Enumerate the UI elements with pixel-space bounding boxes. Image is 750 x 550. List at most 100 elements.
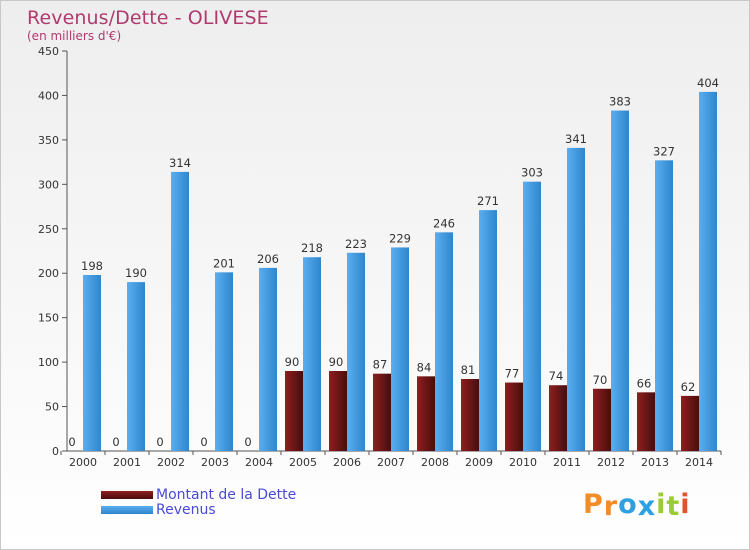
x-tick-label: 2013 [641,456,669,469]
logo-letter: o [618,489,638,520]
bar-label-dette: 74 [549,369,564,383]
bar-label-revenus: 303 [521,166,543,180]
bar-dette [329,371,347,451]
bar-label-revenus: 271 [477,194,499,208]
x-tick-label: 2004 [245,456,273,469]
bar-revenus [435,232,453,451]
bar-revenus [127,282,145,451]
bar-dette [593,388,611,451]
bar-label-dette: 87 [373,358,388,372]
x-tick-label: 2005 [289,456,317,469]
bar-label-dette: 0 [156,435,163,449]
legend-label-dette: Montant de la Dette [156,486,297,503]
legend: Montant de la Dette Revenus [101,486,297,518]
bar-dette [373,373,391,451]
x-tick-label: 2001 [113,456,141,469]
legend-item-revenus: Revenus [101,501,296,518]
bar-dette [505,382,523,451]
y-tick-label: 50 [45,401,59,414]
bar-label-revenus: 206 [257,252,279,266]
proxiti-logo: Proxiti [583,489,691,522]
bar-label-revenus: 218 [301,241,323,255]
bar-label-revenus: 229 [389,231,411,245]
bar-label-dette: 90 [285,355,300,369]
bar-label-dette: 90 [329,355,344,369]
y-tick-label: 450 [38,45,59,58]
bar-revenus [699,91,717,451]
y-tick-label: 150 [38,312,59,325]
y-tick-label: 200 [38,267,59,280]
bar-label-revenus: 246 [433,216,455,230]
bar-label-revenus: 201 [213,256,235,270]
bar-label-dette: 0 [200,435,207,449]
legend-swatch-revenus [101,505,153,514]
x-tick-label: 2012 [597,456,625,469]
logo-letter: i [656,489,667,520]
y-tick-label: 250 [38,223,59,236]
x-tick-label: 2010 [509,456,537,469]
x-tick-label: 2000 [69,456,97,469]
bar-dette [461,379,479,451]
y-tick-label: 350 [38,134,59,147]
legend-label-revenus: Revenus [156,501,216,518]
x-tick-label: 2008 [421,456,449,469]
bar-label-revenus: 341 [565,132,587,146]
bar-label-dette: 84 [417,360,432,374]
logo-letter: r [603,491,619,522]
bar-label-revenus: 190 [125,266,147,280]
bar-label-revenus: 223 [345,237,367,251]
y-tick-label: 100 [38,356,59,369]
bar-revenus [83,275,101,451]
bar-label-dette: 77 [505,367,520,381]
bar-revenus [611,110,629,452]
bar-revenus [391,247,409,451]
bar-label-revenus: 314 [169,156,191,170]
x-tick-label: 2006 [333,456,361,469]
bar-label-revenus: 404 [697,76,719,90]
bar-revenus [479,210,497,451]
bar-label-dette: 0 [244,435,251,449]
bars [83,91,717,452]
bar-dette [285,371,303,451]
x-tick-label: 2007 [377,456,405,469]
bar-label-revenus: 327 [653,144,675,158]
x-tick-label: 2011 [553,456,581,469]
bar-dette [681,395,699,451]
bar-label-revenus: 383 [609,95,631,109]
logo-letter: i [680,489,691,520]
bar-revenus [655,160,673,452]
logo-letter: P [583,489,604,520]
x-tick-label: 2009 [465,456,493,469]
bar-revenus [259,267,277,451]
x-tick-label: 2014 [685,456,713,469]
chart-title: Revenus/Dette - OLIVESE [27,7,269,29]
bar-label-dette: 81 [461,363,476,377]
bar-revenus [567,147,585,451]
bar-revenus [523,181,541,451]
bar-revenus [171,171,189,451]
bar-label-dette: 66 [637,376,652,390]
legend-item-dette: Montant de la Dette [101,486,297,503]
bar-labels: 0 198 0 190 0 314 0 201 0 206 90 218 90 223 87 229 84 246… [68,76,719,449]
x-tick-label: 2002 [157,456,185,469]
bar-revenus [215,272,233,451]
bar-label-dette: 70 [593,373,608,387]
bar-revenus [303,257,321,451]
y-tick-label: 300 [38,178,59,191]
chart-subtitle: (en milliers d'€) [27,29,122,43]
logo-letter: x [637,491,657,522]
bar-dette [549,385,567,451]
legend-swatch-dette [101,490,153,499]
bar-label-dette: 0 [68,435,75,449]
y-tick-label: 400 [38,89,59,102]
bar-dette [417,376,435,451]
bar-dette [637,392,655,451]
bar-label-dette: 0 [112,435,119,449]
x-tick-label: 2003 [201,456,229,469]
bar-label-revenus: 198 [81,259,103,273]
bar-revenus [347,252,365,451]
y-tick-label: 0 [52,445,59,458]
logo-letter: t [666,491,681,522]
